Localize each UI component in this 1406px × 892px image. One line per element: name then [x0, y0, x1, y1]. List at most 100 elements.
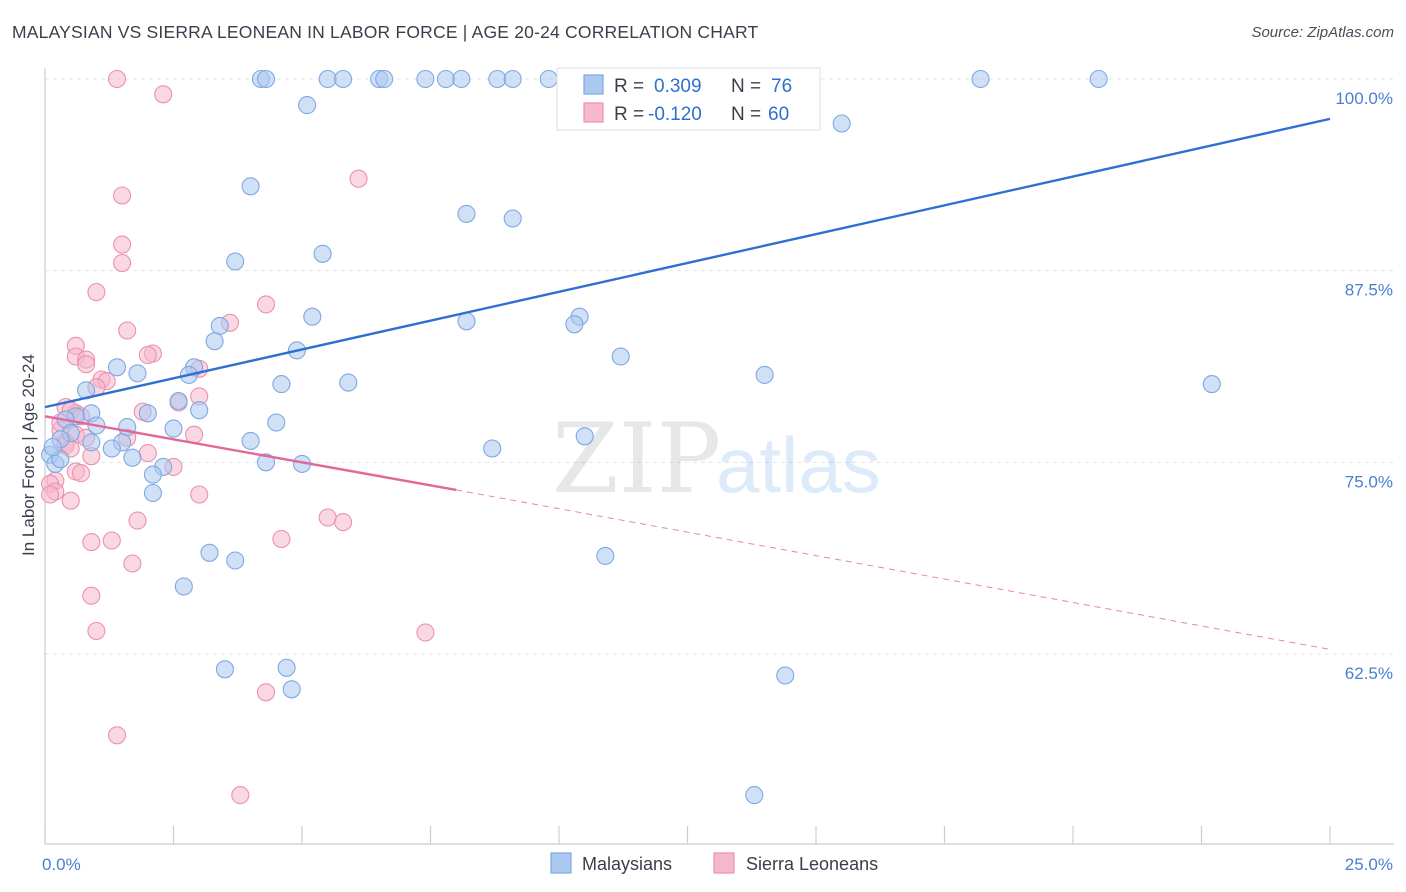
- malaysian-point: [190, 401, 209, 420]
- sierra-leonean-point: [113, 186, 132, 205]
- bottom-legend-swatch-sierra-leoneans: [713, 852, 735, 874]
- y-tick-label-0: 62.5%: [1345, 664, 1393, 683]
- malaysian-point: [256, 69, 276, 89]
- malaysian-point: [457, 312, 476, 331]
- malaysian-point: [971, 69, 990, 89]
- malaysian-point: [174, 577, 193, 596]
- malaysian-point: [210, 316, 229, 335]
- malaysian-point: [205, 332, 224, 351]
- x-tick-label-1: 25.0%: [1345, 855, 1393, 874]
- sierra-leonean-point: [138, 444, 157, 463]
- sierra-leonean-point: [272, 529, 291, 549]
- malaysian-point: [123, 448, 142, 467]
- sierra-leonean-point: [107, 69, 127, 89]
- malaysian-point: [539, 69, 558, 89]
- malaysian-point: [339, 373, 358, 392]
- malaysian-point: [452, 69, 471, 89]
- malaysian-trend-line: [44, 117, 1331, 409]
- sierra-leonean-points: [41, 69, 435, 805]
- sierra-leonean-point: [107, 726, 127, 745]
- malaysian-point: [226, 551, 245, 570]
- malaysian-point: [298, 96, 317, 115]
- sierra-leonean-point: [113, 235, 132, 254]
- x-tick-labels: 0.0% 25.0%: [42, 855, 1393, 874]
- malaysian-point: [1089, 69, 1108, 89]
- watermark-atlas: atlas: [716, 421, 881, 509]
- watermark-zip: ZIP: [552, 403, 721, 515]
- sierra-leonean-point: [318, 508, 337, 527]
- y-tick-label-1: 75.0%: [1345, 472, 1393, 491]
- malaysian-point: [565, 315, 584, 334]
- sierra-leonean-point: [185, 425, 204, 444]
- malaysian-point: [503, 69, 522, 89]
- legend-n-value-2: 60: [768, 104, 789, 125]
- legend-n-label-1: N =: [731, 76, 761, 97]
- malaysian-point: [334, 69, 353, 89]
- malaysian-point: [575, 427, 594, 446]
- malaysian-point: [200, 543, 219, 562]
- sierra-leonean-point: [118, 321, 137, 340]
- legend-n-label-2: N =: [731, 104, 761, 125]
- malaysian-point: [596, 546, 615, 565]
- malaysian-point: [457, 204, 476, 223]
- sierra-leonean-point: [123, 554, 142, 573]
- sierra-leonean-point: [77, 355, 96, 374]
- malaysian-point: [277, 658, 296, 677]
- malaysian-point: [488, 69, 507, 89]
- sierra-leonean-point: [87, 621, 106, 641]
- legend-stats: R = 0.309 N = 76 R = -0.120 N = 60: [556, 67, 821, 131]
- legend-swatch-sierra-leoneans: [583, 102, 604, 123]
- y-tick-label-3: 100.0%: [1335, 89, 1393, 108]
- sierra-leonean-point: [82, 533, 101, 552]
- sierra-leonean-point: [138, 345, 157, 365]
- sierra-leonean-point: [128, 511, 147, 530]
- malaysian-point: [267, 413, 286, 432]
- malaysian-point: [128, 364, 147, 383]
- malaysian-point: [102, 439, 121, 458]
- y-axis-label: In Labor Force | Age 20-24: [19, 354, 38, 556]
- bottom-legend-swatch-malaysians: [550, 852, 572, 874]
- bottom-legend-malaysians: Malaysians: [582, 854, 672, 874]
- legend-swatch-malaysians: [583, 74, 604, 95]
- sierra-leonean-point: [334, 513, 353, 532]
- malaysian-point: [483, 439, 502, 458]
- malaysian-point: [375, 69, 394, 89]
- legend-series: Malaysians Sierra Leoneans: [550, 852, 878, 874]
- sierra-leonean-point: [113, 253, 132, 273]
- legend-n-value-1: 76: [771, 76, 792, 97]
- sierra-leonean-point: [82, 586, 101, 605]
- malaysian-point: [832, 114, 851, 133]
- gridlines: [45, 78, 1394, 655]
- sierra-leonean-point: [87, 283, 106, 302]
- malaysian-point: [611, 347, 630, 366]
- malaysian-point: [282, 680, 301, 699]
- malaysian-point: [416, 69, 435, 89]
- chart-title: MALAYSIAN VS SIERRA LEONEAN IN LABOR FOR…: [12, 22, 759, 42]
- watermark: ZIP atlas: [552, 403, 881, 515]
- sierra-leonean-point: [102, 531, 121, 550]
- sierra-leonean-trend-line: [44, 415, 457, 492]
- malaysian-point: [143, 465, 162, 484]
- sierra-leonean-point: [256, 295, 276, 314]
- malaysian-point: [226, 252, 245, 271]
- sierra-leonean-point: [154, 85, 173, 104]
- malaysian-point: [436, 69, 455, 89]
- sierra-leonean-point: [71, 464, 91, 483]
- malaysian-point: [1202, 375, 1221, 394]
- sierra-leonean-point: [231, 786, 250, 805]
- sierra-leonean-point: [41, 485, 60, 504]
- legend-r-label-2: R =: [614, 104, 644, 125]
- malaysian-point: [82, 433, 101, 452]
- malaysian-point: [107, 358, 127, 377]
- malaysian-point: [745, 786, 764, 805]
- malaysian-point: [318, 69, 337, 89]
- legend-r-value-2: -0.120: [648, 104, 702, 125]
- source-label: Source: ZipAtlas.com: [1251, 24, 1394, 41]
- malaysian-point: [303, 307, 322, 326]
- malaysian-point: [164, 419, 183, 438]
- malaysian-point: [143, 483, 162, 503]
- malaysian-point: [138, 404, 157, 423]
- malaysian-point: [313, 244, 332, 263]
- sierra-leonean-point: [256, 683, 276, 702]
